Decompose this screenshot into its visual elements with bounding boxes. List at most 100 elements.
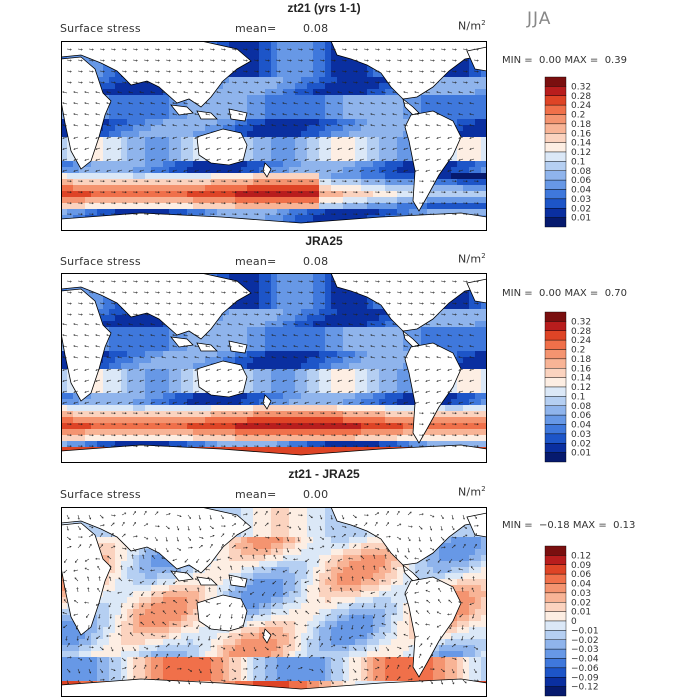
stress-cell (247, 83, 254, 90)
stress-cell (451, 297, 458, 304)
stress-cell (61, 155, 68, 162)
vector-head (260, 136, 263, 139)
stress-cell (241, 107, 248, 114)
vector-head (326, 113, 329, 116)
stress-cell (187, 381, 194, 388)
stress-cell (283, 291, 290, 298)
stress-vector (62, 136, 68, 139)
stress-cell (169, 167, 176, 174)
vector-head (161, 158, 164, 161)
stress-cell (289, 131, 296, 138)
stress-cell (175, 333, 182, 340)
stress-cell (97, 387, 104, 394)
stress-vector (128, 102, 134, 105)
stress-cell (163, 173, 170, 180)
stress-cell (223, 41, 230, 48)
stress-cell (115, 107, 122, 114)
stress-cell (247, 155, 254, 162)
stress-vector (198, 59, 204, 61)
stress-cell (121, 149, 128, 156)
stress-cell (277, 83, 284, 90)
vector-head (80, 191, 83, 194)
stress-cell (283, 143, 290, 150)
vector-head (326, 158, 329, 161)
stress-cell (337, 59, 344, 66)
stress-cell (169, 209, 176, 216)
vector-head (106, 136, 109, 139)
stress-cell (403, 185, 410, 192)
stress-cell (313, 41, 320, 48)
vector-head (447, 136, 450, 139)
stress-vector (447, 102, 453, 105)
continent-outline (170, 104, 194, 116)
panel-1-map (61, 41, 487, 231)
stress-cell (175, 155, 182, 162)
stress-cell (385, 387, 392, 394)
stress-vector (73, 124, 79, 127)
stress-cell (157, 125, 164, 132)
stress-cell (163, 351, 170, 358)
stress-cell (349, 59, 356, 66)
vector-head (337, 91, 340, 94)
stress-cell (289, 303, 296, 310)
stress-cell (349, 143, 356, 150)
stress-cell (361, 77, 368, 84)
stress-cell (169, 137, 176, 144)
stress-vector (249, 169, 255, 172)
stress-cell (463, 113, 470, 120)
stress-cell (163, 363, 170, 370)
vector-head (113, 202, 116, 205)
stress-cell (199, 161, 206, 168)
vector-head (282, 136, 285, 139)
stress-vector (165, 70, 171, 72)
stress-cell (373, 83, 380, 90)
stress-cell (313, 95, 320, 102)
stress-cell (67, 179, 74, 186)
stress-cell (313, 125, 320, 132)
stress-cell (403, 161, 410, 168)
stress-cell (235, 315, 242, 322)
vector-head (201, 191, 204, 194)
stress-cell (205, 167, 212, 174)
stress-cell (283, 149, 290, 156)
stress-cell (361, 89, 368, 96)
vector-head (190, 70, 193, 73)
vector-head (458, 147, 461, 150)
stress-cell (181, 345, 188, 352)
vector-head (267, 59, 270, 62)
vector-head (205, 113, 208, 116)
stress-cell (271, 53, 278, 60)
stress-cell (151, 327, 158, 334)
stress-cell (145, 161, 152, 168)
stress-cell (307, 351, 314, 358)
stress-cell (253, 215, 260, 222)
stress-cell (109, 321, 116, 328)
stress-cell (235, 95, 242, 102)
stress-vector (469, 91, 475, 94)
stress-cell (379, 309, 386, 316)
vector-head (443, 202, 446, 205)
stress-cell (451, 173, 458, 180)
stress-cell (367, 125, 374, 132)
stress-cell (325, 143, 332, 150)
stress-cell (139, 119, 146, 126)
vector-head (366, 202, 369, 205)
stress-cell (247, 351, 254, 358)
vector-head (410, 70, 413, 73)
stress-cell (361, 297, 368, 304)
stress-cell (433, 209, 440, 216)
stress-cell (67, 191, 74, 198)
vector-head (102, 213, 105, 216)
stress-cell (229, 303, 236, 310)
stress-vector (139, 136, 145, 139)
stress-cell (61, 209, 68, 216)
stress-vector (260, 136, 266, 139)
vector-head (421, 59, 424, 62)
stress-cell (373, 95, 380, 102)
stress-cell (187, 369, 194, 376)
stress-cell (271, 327, 278, 334)
stress-vector (238, 169, 244, 172)
stress-vector (440, 48, 446, 50)
stress-cell (433, 89, 440, 96)
stress-cell (367, 83, 374, 90)
